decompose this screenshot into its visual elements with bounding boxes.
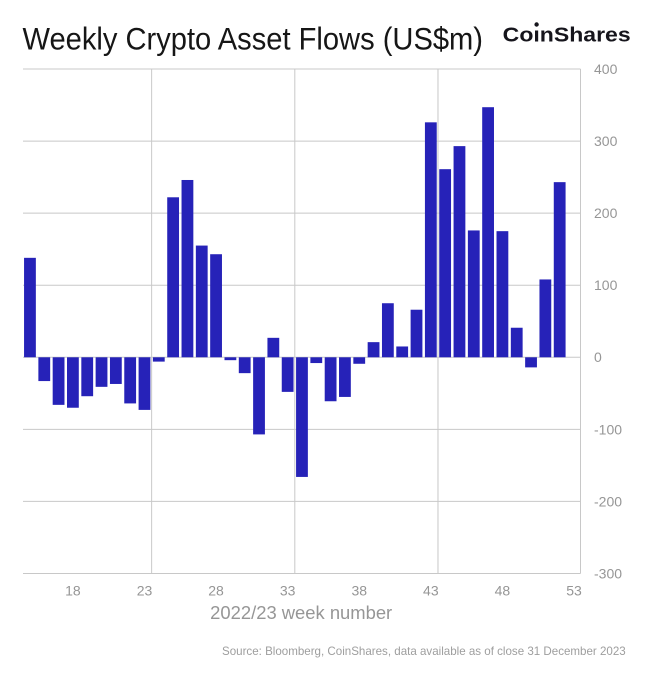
svg-text:200: 200 bbox=[594, 205, 618, 221]
svg-text:300: 300 bbox=[594, 133, 618, 149]
svg-text:100: 100 bbox=[594, 277, 618, 293]
svg-text:43: 43 bbox=[423, 583, 439, 599]
svg-text:Weekly Crypto Asset Flows (US$: Weekly Crypto Asset Flows (US$m) bbox=[23, 21, 484, 57]
svg-text:23: 23 bbox=[137, 583, 153, 599]
svg-text:53: 53 bbox=[566, 583, 582, 599]
svg-text:-200: -200 bbox=[594, 493, 622, 509]
svg-text:48: 48 bbox=[495, 583, 511, 599]
svg-text:18: 18 bbox=[65, 583, 81, 599]
svg-text:0: 0 bbox=[594, 349, 602, 365]
svg-text:-300: -300 bbox=[594, 565, 622, 581]
svg-text:33: 33 bbox=[280, 583, 296, 599]
svg-text:-100: -100 bbox=[594, 421, 622, 437]
svg-text:400: 400 bbox=[594, 61, 618, 77]
svg-text:Source: Bloomberg, CoinShares,: Source: Bloomberg, CoinShares, data avai… bbox=[222, 644, 626, 658]
svg-text:38: 38 bbox=[351, 583, 367, 599]
svg-text:28: 28 bbox=[208, 583, 224, 599]
svg-text:2022/23 week number: 2022/23 week number bbox=[210, 603, 392, 623]
svg-text:CoınShares: CoınShares bbox=[503, 25, 631, 47]
